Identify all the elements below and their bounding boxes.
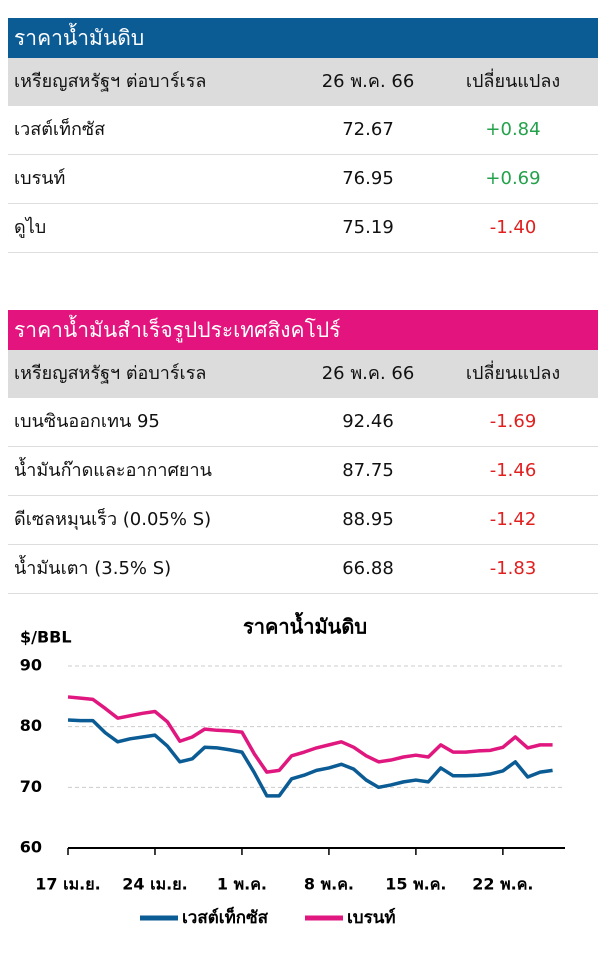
refined-table: ราคาน้ำมันสำเร็จรูปประเทศสิงคโปร์ เหรียญส…: [8, 310, 598, 594]
chart: ราคาน้ำมันดิบ $/BBL 60 70 80 90 17 เม.ย. 24 เม.…: [20, 612, 565, 928]
table-row: เบรนท์ 76.95 +0.69: [8, 155, 598, 204]
cell: น้ำมันเตา (3.5% S): [14, 558, 172, 579]
table-title: ราคาน้ำมันสำเร็จรูปประเทศสิงคโปร์: [8, 310, 598, 350]
x-tick-label: 17 เม.ย.: [35, 875, 100, 894]
cell: น้ำมันก๊าดและอากาศยาน: [14, 460, 212, 481]
header-cell: เหรียญสหรัฐฯ ต่อบาร์เรล: [14, 363, 207, 384]
y-tick-label: 80: [20, 716, 42, 735]
cell: เวสต์เท็กซัส: [14, 119, 106, 140]
cell: -1.69: [489, 411, 537, 432]
line-series: [67, 695, 553, 774]
table-row: ดีเซลหมุนเร็ว (0.05% S) 88.95 -1.42: [8, 496, 598, 545]
header-cell: 26 พ.ค. 66: [321, 363, 415, 384]
legend-label: เวสต์เท็กซัส: [182, 905, 269, 928]
x-tick-label: 22 พ.ค.: [472, 875, 533, 894]
cell: ดูไบ: [14, 217, 47, 238]
x-tick-label: 24 เม.ย.: [122, 875, 187, 894]
header-cell: เหรียญสหรัฐฯ ต่อบาร์เรล: [14, 71, 207, 92]
cell: 75.19: [342, 217, 394, 238]
cell: 76.95: [342, 168, 394, 189]
header-row: เหรียญสหรัฐฯ ต่อบาร์เรล 26 พ.ค. 66 เปลี่ยน…: [8, 58, 598, 106]
table-row: น้ำมันเตา (3.5% S) 66.88 -1.83: [8, 545, 598, 594]
cell: ดีเซลหมุนเร็ว (0.05% S): [14, 509, 212, 530]
cell: 88.95: [342, 509, 394, 530]
x-tick-label: 1 พ.ค.: [217, 875, 267, 894]
cell: 66.88: [342, 558, 394, 579]
table-row: น้ำมันก๊าดและอากาศยาน 87.75 -1.46: [8, 447, 598, 496]
y-tick-label: 90: [20, 656, 42, 675]
cell: +0.69: [485, 168, 541, 189]
table-row: เบนซินออกเทน 95 92.46 -1.69: [8, 398, 598, 447]
cell: เบรนท์: [14, 168, 66, 189]
chart-title: ราคาน้ำมันดิบ: [243, 612, 367, 639]
cell: -1.83: [489, 558, 537, 579]
header-row: เหรียญสหรัฐฯ ต่อบาร์เรล 26 พ.ค. 66 เปลี่ยน…: [8, 350, 598, 398]
legend-label: เบรนท์: [347, 907, 396, 928]
header-cell: เปลี่ยนแปลง: [465, 363, 561, 384]
cell: 72.67: [342, 119, 394, 140]
table-title: ราคาน้ำมันดิบ: [8, 18, 598, 58]
cell: -1.42: [489, 509, 537, 530]
x-tick-label: 8 พ.ค.: [304, 875, 354, 894]
cell: -1.40: [489, 217, 537, 238]
x-tick-label: 15 พ.ค.: [385, 875, 446, 894]
cell: +0.84: [485, 119, 541, 140]
cell: -1.46: [489, 460, 537, 481]
table-row: เวสต์เท็กซัส 72.67 +0.84: [8, 106, 598, 155]
cell: 87.75: [342, 460, 394, 481]
table-row: ดูไบ 75.19 -1.40: [8, 204, 598, 253]
y-tick-label: 60: [20, 838, 42, 857]
header-cell: 26 พ.ค. 66: [321, 71, 415, 92]
line-series: [67, 718, 553, 798]
y-tick-label: 70: [20, 777, 42, 796]
cell: เบนซินออกเทน 95: [14, 411, 160, 432]
crude-table: ราคาน้ำมันดิบเหรียญสหรัฐฯ ต่อบาร์เรล 26 พ…: [8, 18, 598, 253]
header-cell: เปลี่ยนแปลง: [465, 71, 561, 92]
cell: 92.46: [342, 411, 394, 432]
y-axis-label: $/BBL: [20, 628, 72, 647]
